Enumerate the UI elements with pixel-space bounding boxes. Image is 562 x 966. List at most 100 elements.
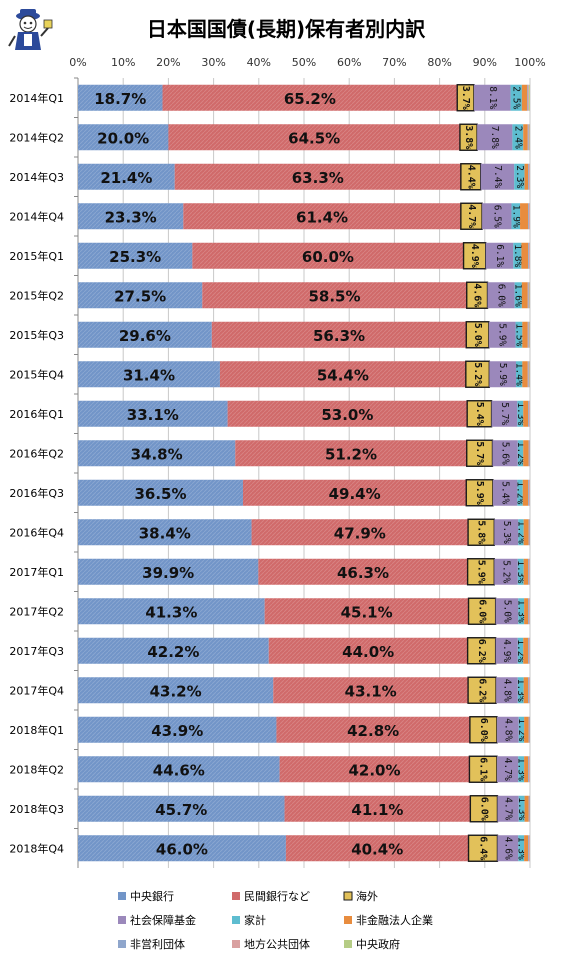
data-label: 5.4% [500,481,511,504]
bar-segment-texture [227,400,468,427]
bar-segment [518,756,525,783]
bar-segment [523,637,529,664]
data-label: 1.2% [516,718,527,741]
bar-segment [523,677,529,704]
bar-segment [527,321,529,348]
bar-segment-texture [273,677,469,704]
data-label: 44.0% [342,643,394,661]
bar-segment [528,637,530,664]
bar-segment-texture [264,598,469,625]
data-label: 5.4% [474,402,485,426]
bar-segment-texture [258,558,468,585]
bar-segment-texture [78,598,265,625]
bar-segment [523,124,528,151]
bar-segment-texture [78,637,269,664]
bar-segment [485,242,514,269]
x-tick-label: 90% [473,56,497,69]
data-label: 4.8% [502,718,513,741]
legend-swatch [232,892,240,900]
bar-segment [497,756,519,783]
bar-segment [521,242,529,269]
bar-segment-texture [78,321,212,348]
data-label: 4.8% [501,679,512,702]
category-label: 2017年Q1 [9,565,64,579]
legend-swatch [343,891,353,901]
data-label: 58.5% [308,287,360,305]
data-label: 39.9% [142,564,194,582]
bar-segment [492,479,518,506]
x-tick-label: 70% [382,56,406,69]
x-tick-label: 80% [427,56,451,69]
data-label: 1.3% [516,758,527,781]
data-label: 1.3% [516,797,527,820]
data-label: 60.0% [302,248,354,266]
bar-segment [527,361,529,388]
data-label: 5.0% [472,323,483,347]
category-label: 2015年Q1 [9,249,64,263]
bar-segment [518,519,524,546]
bar-segment [528,479,530,506]
bar-segment [487,282,515,309]
bar-segment [495,598,519,625]
data-label: 3.8% [463,125,474,149]
bar-segment [523,558,529,585]
bar-segment [529,84,530,111]
data-label: 41.3% [145,603,197,621]
bar-segment-texture [78,479,243,506]
data-label: 1.3% [515,679,526,702]
data-label: 8.1% [487,86,498,109]
category-label: 2016年Q2 [9,446,64,460]
bar-segment [494,558,518,585]
bar-segment [528,203,530,230]
bar-segment-texture [78,282,203,309]
data-label: 1.2% [515,442,526,465]
data-label: 64.5% [288,129,340,147]
bar-segment [468,755,498,783]
data-label: 4.9% [501,639,512,662]
bar-segment [511,203,521,230]
data-label: 5.2% [501,560,512,583]
bar-segment [528,400,530,427]
bar-segment [528,84,530,111]
data-label: 6.4% [477,836,488,860]
bar-segment [529,637,530,664]
bar-segment [497,716,519,743]
bar-segment [482,203,512,230]
category-label: 2017年Q4 [9,683,64,697]
data-label: 47.9% [334,524,386,542]
bar-segment-texture [235,440,467,467]
bar-segment [528,598,530,625]
data-label: 44.6% [153,761,205,779]
data-label: 1.3% [516,837,527,860]
bar-segment [528,242,530,269]
x-tick-label: 0% [69,56,86,69]
bar-segment [460,202,483,230]
bar-segment-texture [284,795,471,822]
data-label: 53.0% [321,406,373,424]
data-label: 42.8% [347,722,399,740]
bar-segment [514,163,525,190]
data-label: 1.4% [514,363,525,386]
data-label: 33.1% [127,406,179,424]
legend-label: 海外 [356,889,378,903]
bar-segment [467,518,495,546]
bar-segment [489,361,516,388]
legend-label: 社会保障基金 [130,913,196,927]
category-label: 2018年Q2 [9,762,64,776]
bar-segment [528,835,530,862]
bar-segment-texture [78,795,285,822]
bar-segment [529,558,530,585]
data-label: 6.2% [477,678,488,702]
bar-segment [469,716,498,744]
legend-swatch [232,940,240,948]
bar-segment [477,124,513,151]
data-label: 1.5% [513,323,524,346]
bar-segment [527,84,529,111]
category-label: 2018年Q1 [9,723,64,737]
mascot-logo-icon [8,9,53,54]
bar-segment [469,795,499,823]
data-label: 6.2% [476,639,487,663]
data-label: 25.3% [109,248,161,266]
bar-segment-texture [78,400,228,427]
